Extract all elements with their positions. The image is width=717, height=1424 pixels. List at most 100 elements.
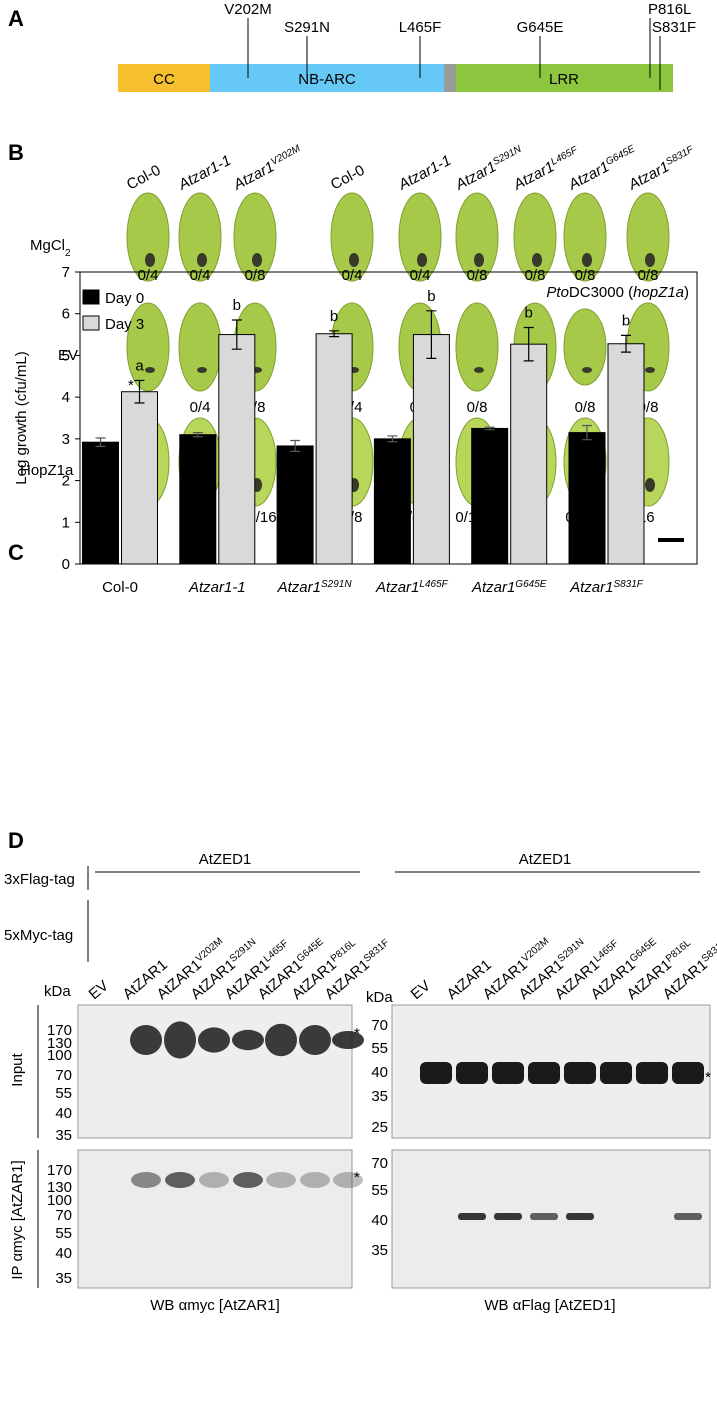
blot	[77, 1004, 353, 1139]
leaf	[398, 192, 442, 282]
kda-label: kDa	[44, 983, 71, 1000]
marker-label: 25	[371, 1119, 388, 1136]
x-tick-label-base: Atzar1	[375, 579, 419, 596]
lane-label: EV	[86, 977, 112, 1003]
bar	[471, 427, 509, 565]
band	[333, 1172, 363, 1188]
error-bar	[329, 330, 340, 338]
marker-label: 35	[371, 1242, 388, 1259]
mutation-label: V202M	[224, 1, 272, 18]
title-part: Pto	[546, 284, 569, 301]
marker-label: 170	[47, 1162, 72, 1179]
marker-label: 70	[55, 1207, 72, 1224]
leaf	[626, 192, 670, 282]
leaf	[126, 192, 170, 282]
leaf	[455, 192, 499, 282]
band	[492, 1062, 524, 1084]
lane-label-sup: P816L	[664, 937, 694, 964]
bar	[373, 438, 411, 565]
leaf	[563, 308, 607, 386]
marker-label: 70	[371, 1017, 388, 1034]
lesion	[582, 367, 592, 373]
lesion	[645, 367, 655, 373]
band	[530, 1213, 558, 1220]
marker-label: 55	[55, 1225, 72, 1242]
lesion	[645, 253, 655, 267]
title-part: DC3000 (	[569, 284, 633, 301]
marker-label: 35	[55, 1127, 72, 1144]
x-tick-label-base: Atzar1	[569, 579, 613, 596]
band	[165, 1172, 195, 1188]
marker-label: 100	[47, 1192, 72, 1209]
leaf	[178, 302, 222, 392]
marker-label: 100	[47, 1047, 72, 1064]
lesion	[145, 367, 155, 373]
lesion	[532, 253, 542, 267]
column-header: Atzar1-1	[395, 152, 454, 194]
title-part: hopZ1a	[633, 284, 684, 301]
marker-label: 40	[55, 1245, 72, 1262]
bar	[82, 441, 119, 565]
lane-label-sup: G645E	[295, 936, 326, 965]
column-header: Col-0	[328, 162, 368, 194]
lesion	[417, 253, 427, 267]
bar	[179, 434, 217, 565]
lane-label-sup: S291N	[228, 936, 258, 964]
ratio: 0/4	[190, 399, 211, 416]
significance-letter: a	[135, 357, 144, 374]
band	[266, 1172, 296, 1188]
asterisk: *	[128, 377, 134, 394]
band	[233, 1172, 263, 1188]
lane-label-sup: L465F	[262, 938, 291, 965]
column-header-base: Atzar1-1	[175, 152, 234, 194]
group-label: AtZED1	[519, 851, 572, 868]
error-bar	[231, 319, 242, 350]
chart-title: PtoDC3000 (hopZ1a)	[546, 284, 689, 301]
x-tick-label-base: Atzar1	[277, 579, 321, 596]
x-tick-label-sup: S831F	[613, 579, 643, 590]
wb-label: WB αmyc [AtZAR1]	[150, 1297, 280, 1314]
marker-label: 170	[47, 1022, 72, 1039]
bar	[607, 343, 645, 565]
panel-label: B	[8, 140, 24, 165]
asterisk: *	[354, 1025, 360, 1042]
column-header: Col-0	[124, 162, 164, 194]
x-tick-label-sup: G645E	[515, 579, 546, 590]
band	[199, 1172, 229, 1188]
column-header-base: Atzar1	[510, 158, 557, 194]
y-axis-label: Log growth (cfu/mL)	[13, 351, 30, 484]
mutation-label: S291N	[284, 19, 330, 36]
marker-label: 35	[55, 1270, 72, 1287]
lesion	[145, 253, 155, 267]
legend-label: Day 0	[105, 290, 144, 307]
row-label-base: MgCl	[30, 237, 65, 254]
panel-label: C	[8, 540, 24, 565]
y-tick-label: 6	[62, 306, 70, 323]
legend-swatch	[82, 289, 100, 305]
column-header-sup: S291N	[491, 143, 524, 167]
significance-letter: b	[427, 288, 435, 305]
column-header-sup: S831F	[664, 143, 696, 167]
error-bar	[582, 424, 592, 441]
error-bar	[192, 432, 203, 438]
error-bar	[387, 435, 398, 443]
lesion	[582, 253, 592, 267]
bar	[121, 391, 158, 565]
row-label-base: EV	[58, 347, 78, 364]
x-tick-label: Atzar1S831F	[569, 579, 644, 597]
band	[564, 1062, 596, 1084]
lesion	[197, 367, 207, 373]
leaf	[330, 192, 374, 282]
asterisk: *	[705, 1069, 711, 1086]
x-tick-label: Atzar1L465F	[375, 579, 449, 597]
x-tick-label: Col-0	[102, 579, 138, 596]
lane-label-sup: V202M	[194, 936, 225, 965]
lane-label-sup: V202M	[520, 936, 551, 965]
tag-label: 5xMyc-tag	[4, 927, 73, 944]
row-label: Input	[9, 1052, 26, 1086]
column-header-base: Atzar1	[565, 158, 612, 194]
column-header-sup: L465F	[549, 144, 580, 167]
band	[332, 1031, 364, 1049]
lane-label-sup: L465F	[592, 938, 621, 965]
